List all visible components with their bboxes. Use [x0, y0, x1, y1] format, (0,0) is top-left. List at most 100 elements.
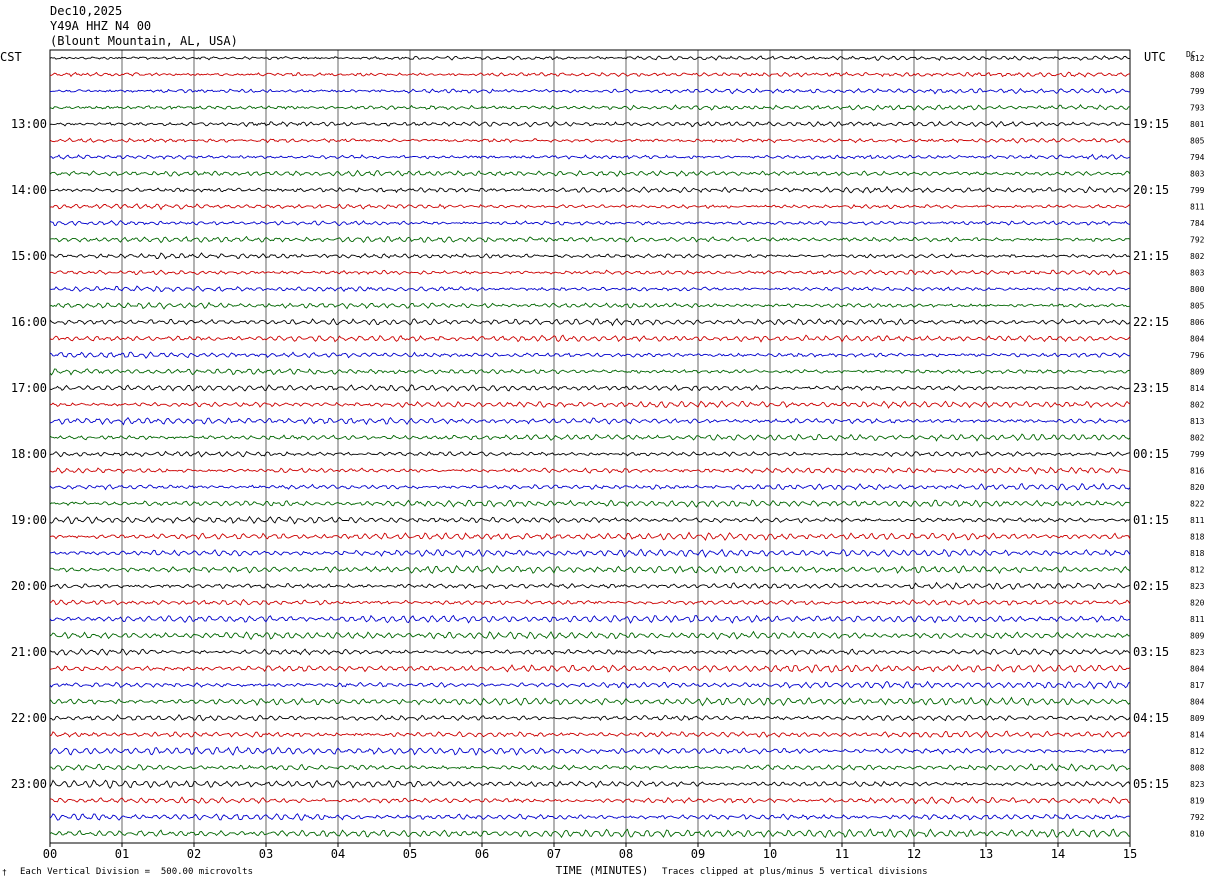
left-hour-label: 14:00: [11, 183, 47, 197]
seismic-trace: [49, 713, 1131, 722]
scale-note: Each Vertical Division = 500.00 microvol…: [20, 867, 253, 877]
seismic-trace: [49, 779, 1131, 790]
dc-offset-label: 792: [1190, 813, 1205, 822]
seismic-trace: [49, 120, 1131, 128]
seismic-trace: [49, 220, 1131, 226]
dc-offset-label: 816: [1190, 467, 1205, 476]
left-hour-label: 23:00: [11, 777, 47, 791]
dc-offset-label: 823: [1190, 780, 1205, 789]
seismic-trace: [49, 71, 1131, 78]
dc-offset-label: 809: [1190, 632, 1205, 641]
dc-offset-label: 819: [1190, 797, 1205, 806]
left-hour-label: 21:00: [11, 645, 47, 659]
x-tick-label: 07: [547, 847, 561, 861]
seismic-trace: [49, 581, 1131, 590]
dc-offset-label: 822: [1190, 500, 1205, 509]
left-hour-label: 15:00: [11, 249, 47, 263]
dc-offset-label: 799: [1190, 186, 1205, 195]
right-hour-label: 23:15: [1133, 381, 1169, 395]
dc-offset-label: 803: [1190, 170, 1205, 179]
x-tick-label: 06: [475, 847, 489, 861]
seismic-trace: [49, 515, 1131, 525]
plot-frame: [49, 49, 1131, 844]
right-tz-label: UTC: [1144, 50, 1166, 64]
dc-offset-label: 820: [1190, 483, 1205, 492]
dc-offset-label: 814: [1190, 731, 1205, 740]
dc-offset-label: 800: [1190, 285, 1205, 294]
dc-offset-label: 799: [1190, 450, 1205, 459]
seismic-trace: [49, 648, 1131, 656]
right-hour-label: 20:15: [1133, 183, 1169, 197]
left-hour-label: 20:00: [11, 579, 47, 593]
seismic-trace: [49, 301, 1131, 310]
seismic-trace: [49, 351, 1131, 359]
seismic-trace: [49, 87, 1131, 95]
dc-offset-label: 817: [1190, 681, 1205, 690]
seismic-trace: [49, 153, 1131, 160]
seismic-trace: [49, 368, 1131, 376]
seismic-trace: [49, 813, 1131, 821]
left-hour-label: 18:00: [11, 447, 47, 461]
dc-offset-label: 799: [1190, 87, 1205, 96]
seismic-trace: [49, 416, 1131, 426]
seismic-trace: [49, 828, 1131, 839]
seismic-trace: [49, 680, 1131, 690]
left-hour-label: 17:00: [11, 381, 47, 395]
dc-offset-label: 811: [1190, 516, 1205, 525]
left-hour-label: 13:00: [11, 117, 47, 131]
seismic-trace: [49, 285, 1131, 293]
dc-offset-label: 806: [1190, 318, 1205, 327]
x-tick-label: 02: [187, 847, 201, 861]
seismic-trace: [49, 252, 1131, 260]
right-hour-label: 02:15: [1133, 579, 1169, 593]
right-hour-label: 04:15: [1133, 711, 1169, 725]
seismic-trace: [49, 663, 1131, 674]
x-tick-label: 03: [259, 847, 273, 861]
left-hour-label: 22:00: [11, 711, 47, 725]
left-hour-label: 19:00: [11, 513, 47, 527]
seismic-trace: [49, 450, 1131, 458]
seismic-trace: [49, 137, 1131, 144]
x-tick-label: 10: [763, 847, 777, 861]
dc-offset-label: 802: [1190, 434, 1205, 443]
dc-offset-label: 792: [1190, 236, 1205, 245]
seismic-trace: [49, 630, 1131, 641]
dc-offset-label: 801: [1190, 120, 1205, 129]
corner-mark: †: [2, 868, 7, 877]
dc-offset-label: 812: [1190, 566, 1205, 575]
dc-offset-label: 794: [1190, 153, 1205, 162]
seismic-trace: [49, 564, 1131, 575]
dc-offset-label: 813: [1190, 417, 1205, 426]
seismic-trace: [49, 548, 1131, 558]
seismic-trace: [49, 317, 1131, 327]
seismic-trace: [49, 763, 1131, 772]
dc-offset-label: 802: [1190, 401, 1205, 410]
seismic-trace: [49, 384, 1131, 392]
seismic-trace: [49, 499, 1131, 508]
seismic-trace: [49, 796, 1131, 805]
seismic-trace: [49, 614, 1131, 624]
left-tz-label: CST: [0, 50, 22, 64]
dc-offset-label: 811: [1190, 203, 1205, 212]
dc-offset-label: 811: [1190, 615, 1205, 624]
dc-offset-label: 808: [1190, 71, 1205, 80]
right-hour-label: 22:15: [1133, 315, 1169, 329]
seismic-trace: [49, 482, 1131, 491]
seismic-trace: [49, 334, 1131, 343]
x-tick-label: 00: [43, 847, 57, 861]
seismic-trace: [49, 598, 1131, 606]
dc-offset-label: 809: [1190, 714, 1205, 723]
dc-offset-label: 804: [1190, 335, 1205, 344]
dc-offset-label: 820: [1190, 599, 1205, 608]
seismic-trace: [49, 203, 1131, 211]
x-tick-label: 01: [115, 847, 129, 861]
right-hour-label: 03:15: [1133, 645, 1169, 659]
dc-offset-label: 805: [1190, 302, 1205, 311]
x-tick-label: 11: [835, 847, 849, 861]
x-tick-label: 09: [691, 847, 705, 861]
seismic-trace: [49, 466, 1131, 475]
clip-note: Traces clipped at plus/minus 5 vertical …: [662, 867, 928, 877]
dc-offset-label: 793: [1190, 104, 1205, 113]
dc-offset-label: 784: [1190, 219, 1205, 228]
